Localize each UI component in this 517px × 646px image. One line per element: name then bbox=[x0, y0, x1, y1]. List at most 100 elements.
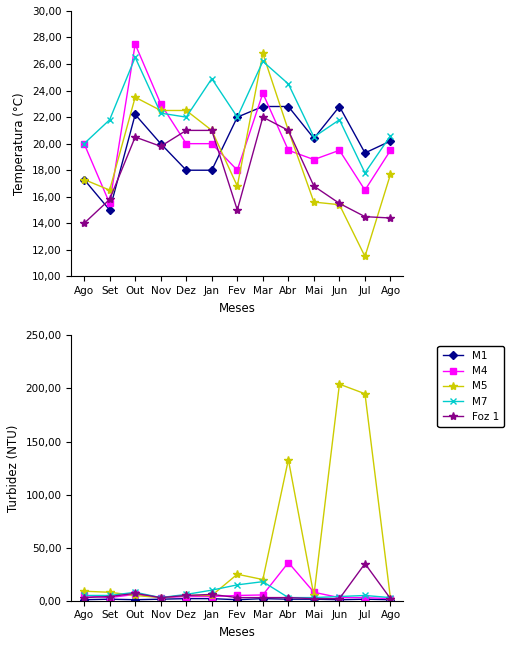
M7 bbox=[311, 133, 317, 141]
M7 bbox=[260, 578, 266, 585]
M5 bbox=[234, 570, 240, 578]
Line: M5: M5 bbox=[80, 380, 394, 603]
M4 bbox=[132, 590, 138, 598]
M5 bbox=[107, 186, 113, 194]
M4 bbox=[362, 594, 368, 601]
M7 bbox=[107, 592, 113, 599]
Foz 1 bbox=[387, 214, 393, 222]
M4 bbox=[362, 186, 368, 194]
M4 bbox=[337, 594, 343, 601]
M7 bbox=[337, 592, 343, 600]
M5 bbox=[234, 182, 240, 190]
M4 bbox=[158, 100, 164, 108]
Line: M4: M4 bbox=[81, 41, 393, 206]
M1 bbox=[183, 166, 189, 174]
Line: M7: M7 bbox=[81, 578, 394, 601]
M1 bbox=[260, 595, 266, 603]
Foz 1 bbox=[132, 589, 138, 597]
Line: M5: M5 bbox=[80, 49, 394, 260]
M7 bbox=[183, 590, 189, 598]
M1 bbox=[209, 595, 215, 603]
Line: M1: M1 bbox=[81, 104, 393, 213]
M4 bbox=[387, 595, 393, 603]
M5 bbox=[158, 107, 164, 114]
Foz 1 bbox=[387, 595, 393, 603]
M1 bbox=[362, 149, 368, 157]
Foz 1 bbox=[337, 595, 343, 603]
M4 bbox=[209, 140, 215, 147]
M5 bbox=[81, 176, 87, 183]
M1 bbox=[234, 596, 240, 603]
Foz 1 bbox=[81, 220, 87, 227]
M4 bbox=[158, 594, 164, 601]
M7 bbox=[387, 132, 393, 140]
M5 bbox=[362, 390, 368, 397]
M5 bbox=[260, 50, 266, 57]
Foz 1 bbox=[107, 196, 113, 203]
M4 bbox=[260, 89, 266, 97]
Line: M4: M4 bbox=[81, 560, 393, 601]
M1 bbox=[158, 140, 164, 147]
M7 bbox=[311, 594, 317, 601]
M1 bbox=[285, 103, 292, 110]
M7 bbox=[183, 113, 189, 121]
Foz 1 bbox=[209, 590, 215, 598]
M7 bbox=[285, 80, 292, 88]
Foz 1 bbox=[183, 127, 189, 134]
M4 bbox=[183, 592, 189, 600]
M4 bbox=[260, 591, 266, 599]
Foz 1 bbox=[234, 594, 240, 601]
M1 bbox=[260, 103, 266, 110]
M1 bbox=[387, 137, 393, 145]
M5 bbox=[311, 198, 317, 206]
X-axis label: Meses: Meses bbox=[219, 626, 256, 639]
Line: M7: M7 bbox=[81, 54, 394, 176]
M4 bbox=[183, 140, 189, 147]
M5 bbox=[209, 127, 215, 134]
M1 bbox=[311, 596, 317, 603]
M5 bbox=[260, 576, 266, 583]
M7 bbox=[81, 140, 87, 147]
M4 bbox=[285, 147, 292, 154]
M5 bbox=[362, 253, 368, 260]
M5 bbox=[132, 592, 138, 599]
M7 bbox=[285, 594, 292, 601]
Y-axis label: Temperatura (°C): Temperatura (°C) bbox=[13, 92, 26, 195]
M5 bbox=[132, 93, 138, 101]
M7 bbox=[234, 581, 240, 589]
M1 bbox=[209, 166, 215, 174]
M1 bbox=[387, 596, 393, 603]
M1 bbox=[311, 134, 317, 142]
M7 bbox=[387, 594, 393, 601]
M1 bbox=[81, 176, 87, 183]
M5 bbox=[183, 592, 189, 599]
Foz 1 bbox=[285, 594, 292, 601]
Foz 1 bbox=[107, 592, 113, 600]
M4 bbox=[337, 147, 343, 154]
M1 bbox=[132, 596, 138, 603]
Foz 1 bbox=[285, 127, 292, 134]
M1 bbox=[285, 596, 292, 603]
Foz 1 bbox=[260, 113, 266, 121]
Line: Foz 1: Foz 1 bbox=[80, 113, 394, 227]
X-axis label: Meses: Meses bbox=[219, 302, 256, 315]
M1 bbox=[362, 596, 368, 603]
M4 bbox=[132, 40, 138, 48]
Y-axis label: Turbidez (NTU): Turbidez (NTU) bbox=[7, 424, 20, 512]
M5 bbox=[337, 380, 343, 388]
M1 bbox=[337, 596, 343, 603]
M5 bbox=[311, 592, 317, 599]
M7 bbox=[107, 116, 113, 123]
M1 bbox=[158, 596, 164, 603]
M5 bbox=[158, 594, 164, 601]
M1 bbox=[81, 596, 87, 603]
M7 bbox=[234, 113, 240, 121]
Foz 1 bbox=[311, 182, 317, 190]
M1 bbox=[132, 110, 138, 118]
M5 bbox=[107, 589, 113, 596]
M5 bbox=[387, 595, 393, 603]
Foz 1 bbox=[234, 206, 240, 214]
Foz 1 bbox=[362, 213, 368, 220]
M4 bbox=[209, 592, 215, 600]
Foz 1 bbox=[81, 594, 87, 601]
